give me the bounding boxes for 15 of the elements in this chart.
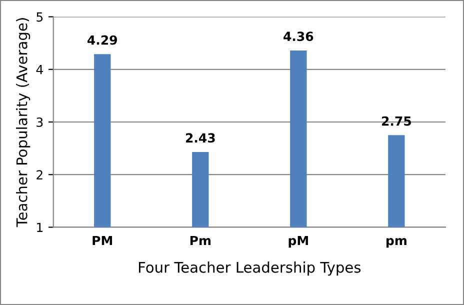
- x-tick-label: Pm: [190, 236, 210, 246]
- y-axis-title: Teacher Popularity (Average): [16, 18, 30, 228]
- data-label: 2.43: [186, 133, 215, 143]
- x-axis-title: Four Teacher Leadership Types: [138, 262, 361, 276]
- data-label: 4.36: [284, 32, 314, 42]
- y-tick-label: 1: [37, 222, 42, 232]
- x-tick-label: PM: [92, 236, 112, 246]
- data-label: 2.75: [382, 116, 411, 126]
- data-label: 4.29: [88, 35, 117, 45]
- y-tick-label: 4: [36, 65, 43, 74]
- y-tick-label: 3: [36, 117, 43, 127]
- y-tick-label: 2: [36, 170, 42, 180]
- x-tick-label: pM: [288, 236, 308, 248]
- x-tick-label: pm: [386, 238, 406, 248]
- y-tick-label: 5: [36, 12, 43, 22]
